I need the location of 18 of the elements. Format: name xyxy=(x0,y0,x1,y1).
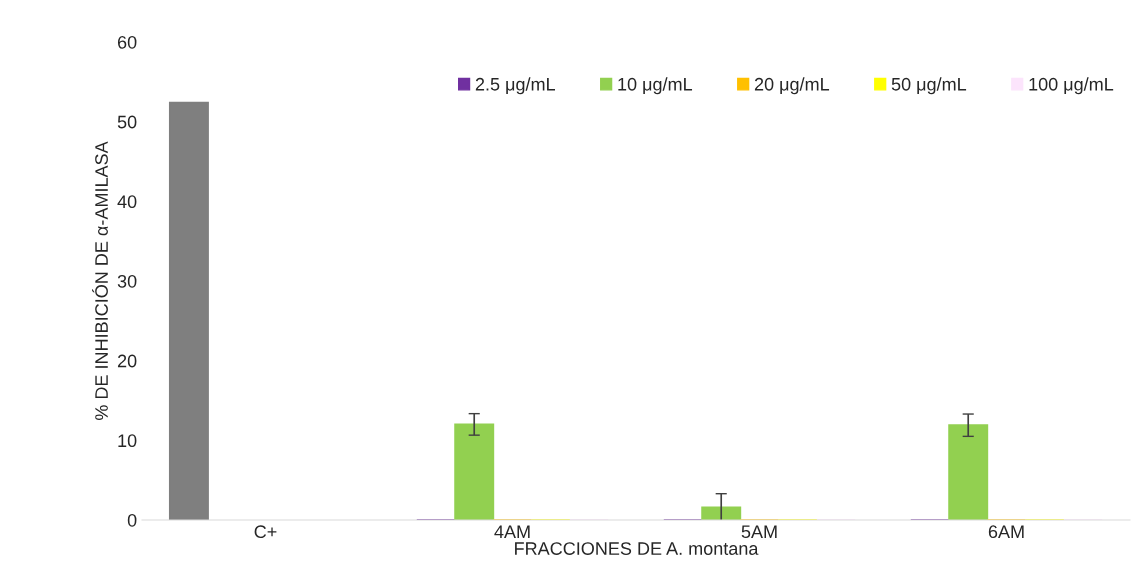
legend-label: 100 μg/mL xyxy=(1029,77,1114,95)
x-tick-label: 4AM xyxy=(494,525,530,538)
legend-label: 2.5 μg/mL xyxy=(475,77,555,95)
y-tick-label: 40 xyxy=(117,195,137,209)
y-tick-label: 30 xyxy=(117,274,137,288)
legend-label: 10 μg/mL xyxy=(618,77,693,95)
y-tick-label: 60 xyxy=(117,35,137,49)
y-axis-title: % DE INHIBICIÓN DE α-AMILASA xyxy=(92,141,108,421)
legend-label: 50 μg/mL xyxy=(891,77,967,95)
x-tick-label: C+ xyxy=(254,525,277,539)
legend-label: 20 μg/mL xyxy=(754,77,830,95)
x-tick-label: 6AM xyxy=(988,525,1024,539)
y-tick-label: 10 xyxy=(118,434,137,448)
x-axis-title: FRACCIONES DE A. montana xyxy=(515,542,759,555)
y-tick-label: 20 xyxy=(117,354,137,368)
y-tick-label: 0 xyxy=(127,513,137,527)
y-tick-label: 50 xyxy=(117,115,137,129)
x-tick-label: 5AM xyxy=(741,525,777,539)
